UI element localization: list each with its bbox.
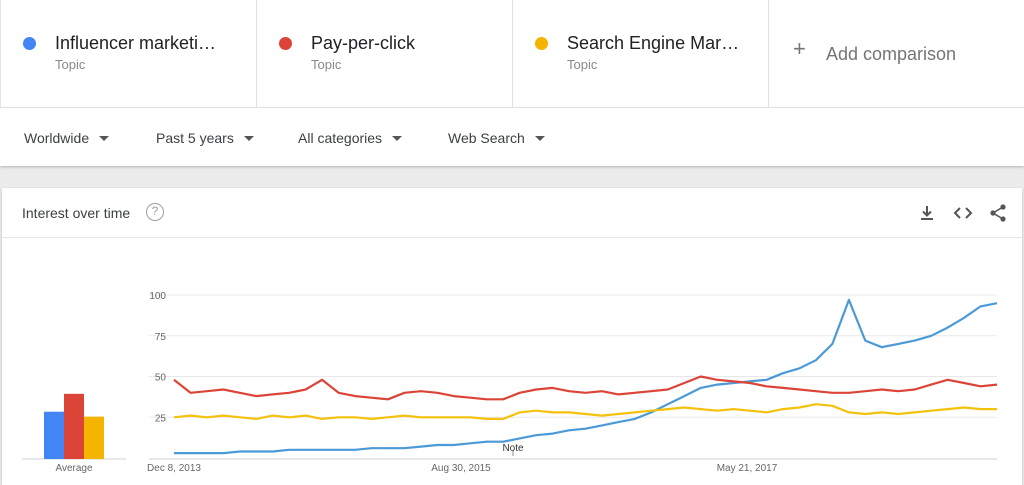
x-tick-label: Dec 8, 2013 <box>147 463 201 474</box>
average-bar-2 <box>64 393 84 459</box>
term-card-3[interactable]: Search Engine Mar… Topic <box>512 0 768 108</box>
search-header: Influencer marketi… Topic Pay-per-click … <box>0 0 1024 166</box>
term-name: Influencer marketi… <box>55 33 217 53</box>
filter-bar: Worldwide Past 5 years All categories We… <box>0 108 1024 166</box>
add-comparison-label: Add comparison <box>826 44 957 64</box>
term-type: Topic <box>311 57 342 72</box>
term-type: Topic <box>567 57 598 72</box>
filter-search-type[interactable]: Web Search <box>448 130 545 146</box>
filter-label: Web Search <box>448 130 525 146</box>
x-tick-label: Aug 30, 2015 <box>431 463 491 474</box>
filter-label: All categories <box>298 130 383 146</box>
embed-icon[interactable] <box>952 202 974 224</box>
filter-label: Past 5 years <box>156 130 234 146</box>
term-name: Search Engine Mar… <box>567 33 740 53</box>
average-bar-3 <box>84 416 104 459</box>
card-header: Interest over time ? <box>2 188 1022 238</box>
term-type: Topic <box>55 57 86 72</box>
caret-down-icon <box>99 135 110 141</box>
series-dot-red <box>279 37 292 50</box>
y-tick-label: 100 <box>149 291 166 302</box>
interest-over-time-card: Interest over time ? 25 50 75 100 Dec 8, 201… <box>2 188 1022 485</box>
series-dot-blue <box>23 37 36 50</box>
download-icon[interactable] <box>916 202 938 224</box>
share-icon[interactable] <box>987 202 1009 224</box>
filter-category[interactable]: All categories <box>298 130 403 146</box>
average-bar-1 <box>44 411 64 459</box>
term-card-2[interactable]: Pay-per-click Topic <box>256 0 512 108</box>
comparison-terms: Influencer marketi… Topic Pay-per-click … <box>0 0 1024 108</box>
y-tick-label: 50 <box>155 373 167 384</box>
caret-down-icon <box>392 135 403 141</box>
filter-time-range[interactable]: Past 5 years <box>156 130 254 146</box>
series-line-3 <box>173 403 997 420</box>
series-dot-yellow <box>535 37 548 50</box>
caret-down-icon <box>243 135 254 141</box>
filter-label: Worldwide <box>24 130 90 146</box>
interest-chart: 25 50 75 100 Dec 8, 2013 Aug 30, 2015 May 21, … <box>22 291 998 474</box>
plus-icon: + <box>793 36 806 61</box>
term-card-1[interactable]: Influencer marketi… Topic <box>0 0 256 108</box>
y-tick-label: 75 <box>155 332 167 343</box>
average-label: Average <box>55 463 93 474</box>
caret-down-icon <box>534 135 545 141</box>
note-annotation: Note <box>502 443 524 454</box>
series-line-2 <box>173 375 998 401</box>
term-name: Pay-per-click <box>311 33 416 53</box>
x-tick-label: May 21, 2017 <box>717 463 778 474</box>
question-icon[interactable]: ? <box>146 203 164 221</box>
y-tick-label: 25 <box>155 413 167 424</box>
filter-region[interactable]: Worldwide <box>24 130 110 146</box>
series-line-1 <box>174 298 998 455</box>
card-title: Interest over time <box>22 205 131 221</box>
add-comparison-button[interactable]: + Add comparison <box>768 0 1024 108</box>
